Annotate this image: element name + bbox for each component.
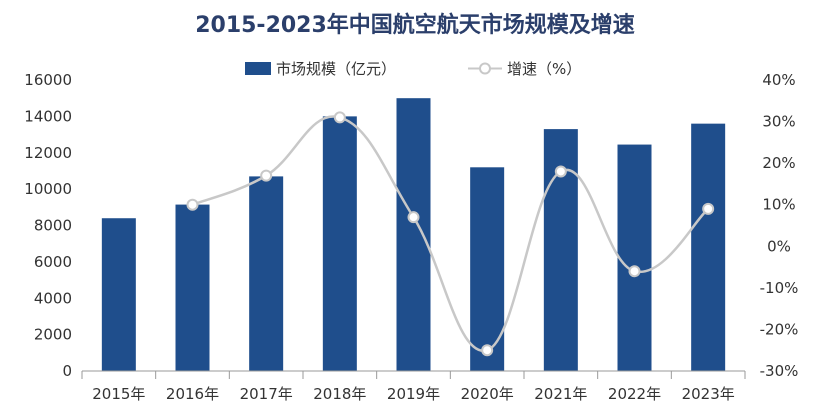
line-point [186, 198, 199, 211]
x-tick-label: 2018年 [313, 385, 366, 403]
y-left-tick-label: 8000 [34, 217, 72, 235]
x-tick-label: 2016年 [166, 385, 219, 403]
y-right-tick-label: 30% [762, 113, 795, 131]
legend-line-label: 增速（%） [507, 60, 581, 78]
bar-series [101, 98, 726, 372]
y-left-tick-label: 0 [62, 362, 72, 380]
line-point [333, 111, 346, 124]
y-right-tick-label: 20% [762, 154, 795, 172]
y-right-tick-label: -30% [760, 362, 799, 380]
y-axis-left: 0 2000 4000 6000 8000 10000 12000 14000 16000 [24, 71, 72, 380]
y-right-tick-label: 10% [762, 196, 795, 214]
line-point [260, 169, 273, 182]
y-left-tick-label: 10000 [24, 180, 72, 198]
x-axis: 2015年 2016年 2017年 2018年 2019年 2020年 2021年 2022年… [81, 371, 746, 403]
bar [470, 167, 505, 371]
legend-bar-swatch [245, 62, 271, 75]
chart-title: 2015-2023年中国航空航天市场规模及增速 [195, 12, 635, 38]
bar [249, 176, 284, 371]
legend-bar-label: 市场规模（亿元） [276, 60, 396, 78]
x-tick-label: 2020年 [461, 385, 514, 403]
bar [691, 123, 726, 372]
x-tick-label: 2017年 [240, 385, 293, 403]
y-left-tick-label: 4000 [34, 289, 72, 307]
x-tick-label: 2021年 [534, 385, 587, 403]
x-tick-label: 2019年 [387, 385, 440, 403]
x-tick-label: 2022年 [608, 385, 661, 403]
x-tick-label: 2015年 [92, 385, 145, 403]
line-point [702, 202, 715, 215]
bar [322, 116, 357, 371]
bar [396, 98, 431, 371]
line-point [628, 265, 641, 278]
line-series [186, 111, 715, 357]
y-right-tick-label: 0% [767, 237, 791, 255]
y-left-tick-label: 12000 [24, 144, 72, 162]
y-left-tick-label: 2000 [34, 326, 72, 344]
bar [101, 218, 136, 371]
legend: 市场规模（亿元） 增速（%） [245, 60, 581, 78]
y-left-tick-label: 16000 [24, 71, 72, 89]
y-axis-right: -30% -20% -10% 0% 10% 20% 30% 40% [760, 71, 799, 380]
bar [617, 144, 652, 371]
x-tick-label: 2023年 [682, 385, 735, 403]
bar [543, 129, 578, 371]
bar [175, 204, 210, 371]
line-point [481, 344, 494, 357]
growth-line [192, 115, 710, 352]
y-left-tick-label: 14000 [24, 107, 72, 125]
y-right-tick-label: -20% [760, 320, 799, 338]
line-point [554, 165, 567, 178]
y-right-tick-label: 40% [762, 71, 795, 89]
y-right-tick-label: -10% [760, 279, 799, 297]
y-left-tick-label: 6000 [34, 253, 72, 271]
line-point [407, 211, 420, 224]
legend-line-marker [479, 62, 491, 75]
